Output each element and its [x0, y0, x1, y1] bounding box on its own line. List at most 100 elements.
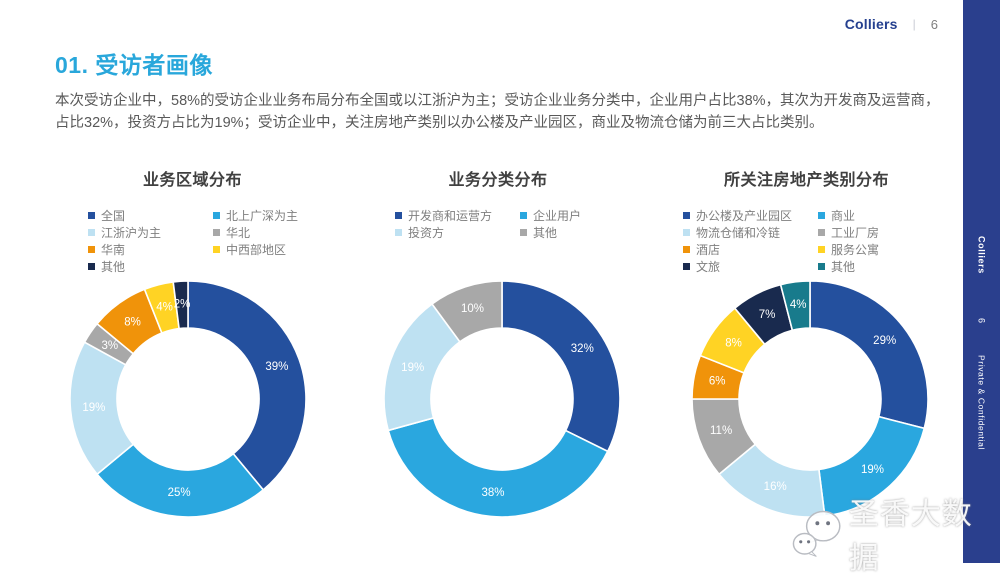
chart-title: 业务分类分布 [448, 172, 548, 189]
donut-segment-label: 6% [709, 375, 726, 387]
legend-swatch [88, 263, 95, 270]
legend-label: 华南 [101, 243, 126, 257]
donut-segment [779, 280, 811, 332]
chart-title: 业务区域分布 [142, 172, 242, 189]
legend-item: 工业厂房 [818, 224, 950, 241]
legend-label: 全国 [101, 209, 126, 223]
legend-swatch [818, 263, 825, 270]
legend-item: 酒店 [683, 241, 818, 258]
legend-label: 办公楼及产业园区 [696, 209, 793, 223]
donut-segment [430, 280, 503, 343]
legend-label: 江浙沪为主 [101, 226, 162, 240]
donut-segment-label: 4% [156, 302, 173, 314]
chart-property-type: 所关注房地产类别分布 办公楼及产业园区 商业物流仓储和冷链 工业厂房酒店 服务公寓文旅… [663, 170, 950, 519]
donut-chart: 39% 25% 19% 3% 8% 4% 2% [69, 280, 307, 518]
donut-segment [95, 443, 265, 518]
legend-swatch [213, 246, 220, 253]
legend-item: 其他 [520, 224, 633, 241]
legend-label: 其他 [831, 260, 856, 274]
legend-item: 其他 [88, 258, 213, 275]
legend-item: 企业用户 [520, 207, 633, 224]
donut-segment [187, 280, 307, 492]
donut-segment-label: 10% [461, 303, 484, 315]
donut-segment-label: 8% [725, 338, 742, 350]
sidebar-brand: Colliers [976, 236, 987, 274]
chart-legend: 办公楼及产业园区 商业物流仓储和冷链 工业厂房酒店 服务公寓文旅 其他 [683, 207, 950, 276]
header-separator: | [912, 17, 916, 31]
donut-segment-label: 2% [174, 299, 191, 311]
legend-item: 其他 [818, 258, 950, 275]
legend-item: 华北 [213, 224, 330, 241]
legend-item: 北上广深为主 [213, 207, 330, 224]
legend-label: 物流仓储和冷链 [696, 226, 781, 240]
donut-segment-label: 19% [401, 362, 424, 374]
colliers-logo: Colliers [844, 16, 898, 32]
legend-label: 酒店 [696, 243, 721, 257]
charts-row: 业务区域分布 全国 北上广深为主 江浙沪为主 华北 华南 中西部地区 其他 39% 25% 19… [55, 170, 950, 519]
donut-segment [172, 280, 189, 330]
legend-swatch [683, 263, 690, 270]
legend-item: 开发商和运营方 [395, 207, 520, 224]
donut-segment-label: 3% [101, 340, 118, 352]
legend-label: 北上广深为主 [226, 209, 299, 223]
donut-segment [809, 280, 929, 430]
side-band: Colliers 6 Private & Confidential [963, 0, 1000, 563]
legend-swatch [683, 229, 690, 236]
legend-swatch [88, 246, 95, 253]
legend-swatch [520, 212, 527, 219]
donut-segment-label: 38% [481, 487, 504, 499]
chat-bubbles-icon [792, 510, 841, 557]
legend-item: 华南 [88, 241, 213, 258]
legend-label: 企业用户 [533, 209, 582, 223]
legend-swatch [395, 212, 402, 219]
sidebar-confidential: Private & Confidential [976, 355, 987, 450]
chart-legend: 全国 北上广深为主江浙沪为主 华北华南 中西部地区其他 [88, 207, 330, 276]
legend-item: 物流仓储和冷链 [683, 224, 818, 241]
chart-legend: 开发商和运营方 企业用户投资方 其他 [395, 207, 633, 276]
legend-item: 投资方 [395, 224, 520, 241]
legend-swatch [520, 229, 527, 236]
legend-label: 其他 [101, 260, 126, 274]
donut-segment [387, 416, 609, 518]
legend-swatch [818, 212, 825, 219]
legend-label: 文旅 [696, 260, 721, 274]
legend-swatch [88, 212, 95, 219]
page-title: 01. 受访者画像 [55, 52, 213, 78]
legend-item: 办公楼及产业园区 [683, 207, 818, 224]
legend-swatch [818, 246, 825, 253]
legend-item: 江浙沪为主 [88, 224, 213, 241]
legend-label: 工业厂房 [831, 226, 880, 240]
donut-segment-label: 11% [710, 425, 732, 437]
watermark: 圣香大数据 [791, 489, 1000, 577]
page-header: Colliers | 6 [845, 16, 938, 32]
legend-label: 其他 [533, 226, 558, 240]
donut-segment-label: 19% [861, 464, 884, 476]
donut-segment-label: 25% [168, 487, 191, 499]
legend-swatch [683, 246, 690, 253]
donut-segment [501, 280, 621, 453]
legend-swatch [213, 212, 220, 219]
legend-label: 中西部地区 [226, 243, 287, 257]
legend-swatch [88, 229, 95, 236]
donut-chart: 32% 38% 19% 10% [383, 280, 621, 518]
chart-title: 所关注房地产类别分布 [723, 172, 889, 189]
chart-business-region: 业务区域分布 全国 北上广深为主江浙沪为主 华北华南 中西部地区其他 39% 25% 19… [55, 170, 330, 519]
legend-item: 中西部地区 [213, 241, 330, 258]
header-page-number: 6 [930, 16, 938, 32]
sidebar-page-number: 6 [976, 318, 987, 324]
watermark-text: 圣香大数据 [848, 497, 973, 576]
donut-segment-label: 32% [571, 343, 594, 355]
chart-business-category: 业务分类分布 开发商和运营方 企业用户投资方 其他 32% 38% 19% 10% [363, 170, 633, 519]
donut-chart: 29% 19% 16% 11% 6% 8% 7% 4% [691, 280, 929, 518]
legend-label: 服务公寓 [831, 243, 880, 257]
donut-segment-label: 7% [759, 309, 776, 321]
donut-segment-label: 19% [82, 402, 105, 414]
legend-label: 华北 [226, 226, 251, 240]
legend-item: 文旅 [683, 258, 818, 275]
legend-swatch [818, 229, 825, 236]
legend-label: 投资方 [408, 226, 445, 240]
legend-item: 商业 [818, 207, 950, 224]
legend-swatch [395, 229, 402, 236]
legend-swatch [213, 229, 220, 236]
donut-segment-label: 39% [265, 361, 288, 373]
